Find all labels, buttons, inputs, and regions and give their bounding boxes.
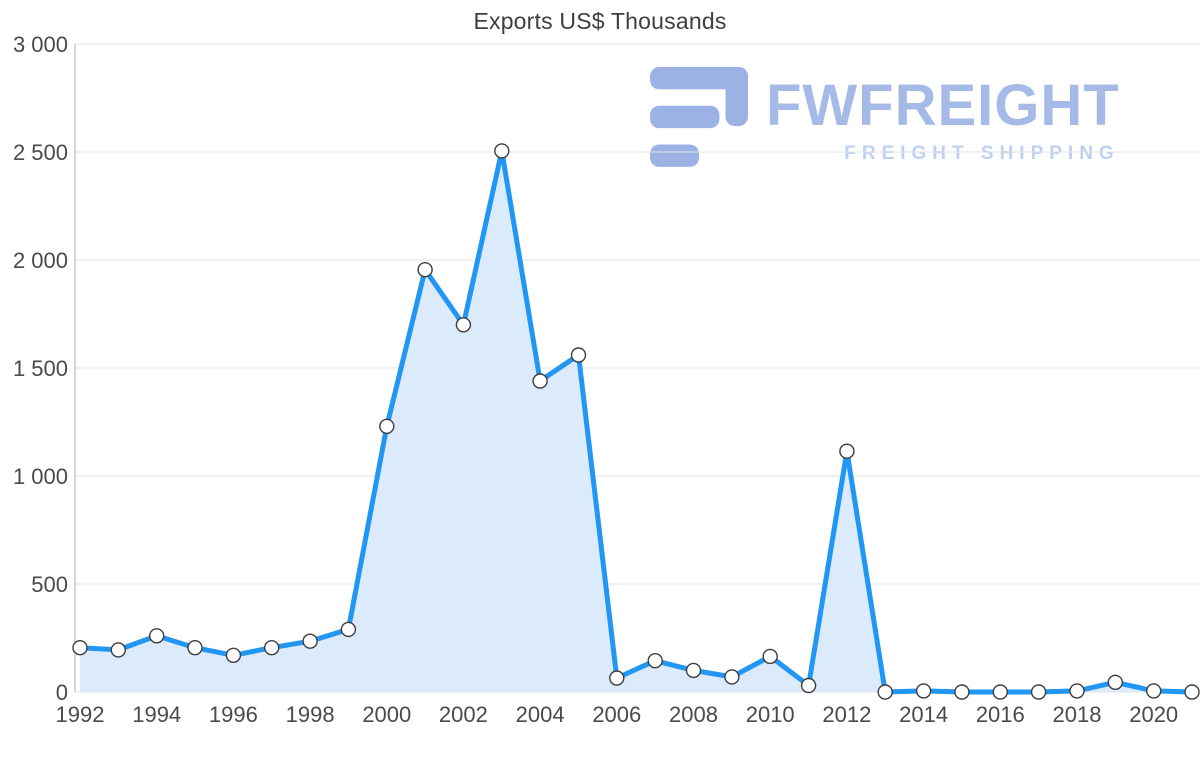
data-point-2016[interactable] bbox=[992, 684, 1008, 700]
data-point-1992[interactable] bbox=[72, 640, 88, 656]
data-point-2005[interactable] bbox=[570, 347, 587, 363]
data-point-2006[interactable] bbox=[609, 670, 625, 686]
x-axis-tick-label: 2020 bbox=[1129, 702, 1178, 727]
data-point-2013[interactable] bbox=[877, 684, 893, 700]
x-axis-tick-label: 2018 bbox=[1053, 702, 1102, 727]
data-point-1997[interactable] bbox=[264, 640, 280, 656]
x-axis-tick-label: 2004 bbox=[516, 702, 565, 727]
data-point-1993[interactable] bbox=[110, 642, 127, 658]
data-point-2007[interactable] bbox=[647, 653, 663, 669]
series-area-fill bbox=[80, 150, 1192, 692]
x-axis-tick-label: 2008 bbox=[669, 702, 718, 727]
data-point-2011[interactable] bbox=[800, 677, 817, 694]
fwfreight-watermark: FWFREIGHT FREIGHT SHIPPING bbox=[648, 64, 1120, 178]
chart-title: Exports US$ Thousands bbox=[473, 8, 727, 34]
data-point-2003[interactable] bbox=[494, 143, 510, 159]
data-point-1999[interactable] bbox=[340, 621, 357, 638]
x-axis-tick-label: 1998 bbox=[286, 702, 335, 727]
x-axis-tick-label: 2010 bbox=[746, 702, 795, 727]
x-axis-tick-label: 2014 bbox=[899, 702, 948, 727]
y-axis-tick-label: 2 500 bbox=[13, 140, 68, 165]
data-point-2008[interactable] bbox=[685, 662, 702, 679]
data-point-2020[interactable] bbox=[1145, 683, 1162, 699]
data-point-1995[interactable] bbox=[187, 640, 203, 656]
data-point-2012[interactable] bbox=[839, 443, 855, 459]
data-point-1998[interactable] bbox=[302, 633, 318, 649]
series-line bbox=[77, 148, 1195, 695]
data-point-1994[interactable] bbox=[148, 628, 165, 644]
x-axis-tick-label: 1992 bbox=[56, 702, 105, 727]
x-axis-tick-label: 1996 bbox=[209, 702, 258, 727]
data-point-2017[interactable] bbox=[1030, 684, 1047, 700]
data-point-2018[interactable] bbox=[1069, 683, 1085, 699]
data-point-2004[interactable] bbox=[532, 373, 548, 389]
y-axis-tick-label: 500 bbox=[31, 572, 68, 597]
data-point-2015[interactable] bbox=[954, 684, 970, 700]
y-axis-tick-label: 0 bbox=[56, 680, 68, 705]
x-axis-tick-label: 1994 bbox=[132, 702, 181, 727]
y-axis-tick-label: 1 000 bbox=[13, 464, 68, 489]
fwfreight-logo-icon bbox=[650, 66, 748, 167]
data-point-2009[interactable] bbox=[724, 669, 740, 685]
x-axis-tick-label: 2002 bbox=[439, 702, 488, 727]
logo-tagline: FREIGHT SHIPPING bbox=[844, 143, 1120, 164]
data-point-2002[interactable] bbox=[455, 317, 472, 333]
x-axis-tick-label: 2012 bbox=[822, 702, 871, 727]
y-axis-tick-label: 1 500 bbox=[13, 356, 68, 381]
data-point-2001[interactable] bbox=[417, 262, 433, 278]
x-axis-tick-label: 2016 bbox=[976, 702, 1025, 727]
data-point-1996[interactable] bbox=[225, 647, 242, 663]
x-axis-tick-label: 2006 bbox=[592, 702, 641, 727]
logo-text-block: FWFREIGHT FREIGHT SHIPPING bbox=[766, 77, 1120, 165]
data-point-2010[interactable] bbox=[762, 648, 778, 665]
x-axis-tick-label: 2000 bbox=[362, 702, 411, 727]
data-point-2014[interactable] bbox=[915, 683, 932, 699]
y-axis-tick-label: 3 000 bbox=[13, 32, 68, 57]
data-point-2019[interactable] bbox=[1107, 674, 1124, 690]
y-axis-tick-label: 2 000 bbox=[13, 248, 68, 273]
data-point-2000[interactable] bbox=[379, 418, 395, 434]
data-point-2021[interactable] bbox=[1184, 684, 1200, 700]
logo-name: FWFREIGHT bbox=[766, 73, 1120, 138]
